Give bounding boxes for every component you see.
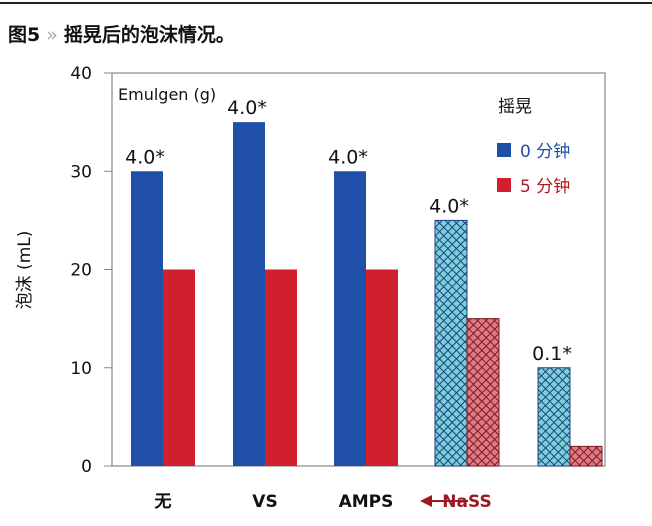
bar-5min (265, 269, 297, 466)
bar-0min (131, 171, 163, 466)
x-tick-label: 无 (154, 492, 172, 512)
figure-number: 图5 (8, 24, 41, 46)
bar-0min (537, 367, 571, 467)
bar-5min (366, 269, 398, 466)
y-tick-label: 20 (70, 261, 92, 281)
bar-5min (569, 445, 603, 467)
bar-0min (233, 122, 265, 466)
top-rule (0, 2, 652, 4)
data-label: 4.0* (429, 195, 469, 217)
legend-title: 摇晃 (498, 97, 532, 117)
data-label: 0.1* (532, 343, 572, 365)
y-tick-label: 0 (81, 457, 92, 477)
data-label: 4.0* (227, 97, 267, 119)
bar-5min (466, 318, 500, 467)
bar-0min (434, 219, 468, 467)
y-axis-label: 泡沫 (mL) (15, 231, 35, 310)
legend-swatch-1 (497, 178, 511, 192)
legend: 摇晃 0 分钟 5 分钟 (497, 97, 570, 197)
bar-0min (334, 171, 366, 466)
nass-arrow (420, 495, 468, 507)
legend-label-0: 0 分钟 (520, 142, 570, 162)
annotation: Emulgen (g) (118, 85, 216, 104)
data-label: 4.0* (328, 146, 368, 168)
x-tick-label: AMPS (339, 492, 394, 512)
figure-caption: 图5» 摇晃后的泡沫情况。 (8, 20, 235, 47)
y-tick-label: 10 (70, 359, 92, 379)
legend-swatch-0 (497, 143, 511, 157)
legend-label-1: 5 分钟 (520, 177, 570, 197)
bar-5min (163, 269, 195, 466)
caption-text: 摇晃后的泡沫情况。 (63, 24, 235, 46)
data-label: 4.0* (125, 146, 165, 168)
x-tick-label: VS (252, 492, 277, 512)
y-tick-label: 40 (70, 64, 92, 84)
separator: » (46, 24, 58, 46)
y-tick-label: 30 (70, 162, 92, 182)
